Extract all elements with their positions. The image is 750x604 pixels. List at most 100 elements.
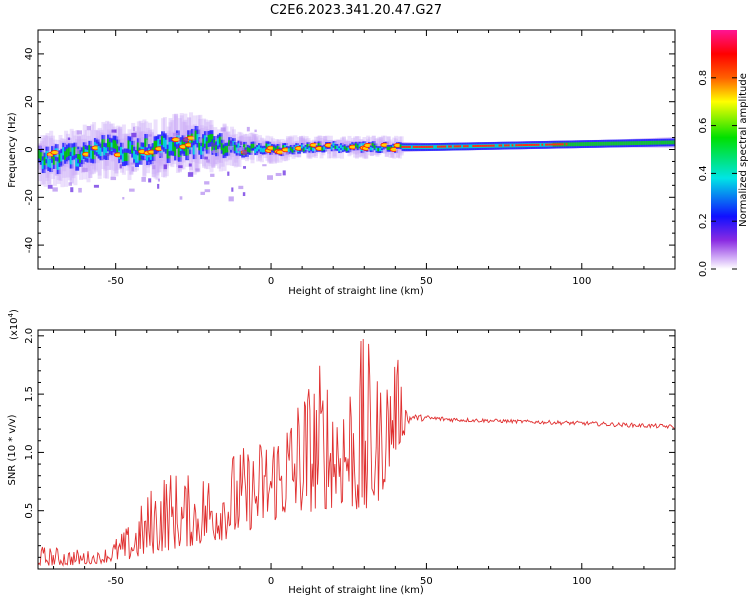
spectral-cell	[45, 133, 50, 160]
spectral-cell	[189, 146, 194, 176]
spectral-cell	[323, 135, 328, 147]
spectral-cell	[97, 149, 102, 176]
spectral-cell	[155, 144, 160, 174]
spectral-cell	[202, 139, 207, 167]
spectral-cell	[69, 156, 74, 165]
x-tick-label: 100	[572, 576, 591, 587]
noise-dot	[210, 173, 215, 177]
snr-plot-area	[38, 338, 675, 567]
x-tick-label: 0	[268, 576, 274, 587]
spectral-cell	[99, 147, 104, 157]
spectral-cell	[306, 148, 311, 159]
spectrogram-image	[38, 112, 675, 202]
spectral-cell	[297, 137, 302, 148]
spectral-cell	[354, 136, 359, 147]
spectral-cell	[88, 151, 93, 179]
spectral-cell	[177, 118, 182, 148]
spectral-cell	[267, 148, 272, 163]
spectral-cell	[198, 118, 203, 147]
spectral-cell	[256, 148, 261, 162]
spectral-cell	[319, 138, 324, 149]
spectral-cell	[138, 120, 143, 148]
spectral-cell	[162, 117, 167, 146]
noise-dot	[75, 149, 80, 155]
noise-dot	[239, 141, 243, 146]
spectral-cell	[196, 115, 201, 144]
spectral-cell	[269, 136, 274, 150]
noise-dot	[105, 153, 110, 157]
noise-dot	[68, 182, 73, 186]
spectral-cell	[207, 138, 212, 165]
spectral-cell	[386, 136, 391, 148]
spectral-cell	[235, 149, 240, 167]
spectral-cell	[397, 148, 402, 159]
noise-dot	[204, 156, 208, 160]
noise-dot	[132, 126, 135, 131]
spectral-cell	[155, 147, 160, 176]
y-tick-label: 0	[24, 146, 35, 152]
spectral-cell	[265, 147, 270, 161]
y-tick-label: 1.0	[24, 444, 35, 460]
spectral-cell	[118, 126, 123, 153]
spectrogram-x-label: Height of straight line (km)	[288, 286, 424, 297]
noise-dot	[200, 191, 205, 195]
spectral-cell	[194, 141, 199, 171]
spectral-cell	[73, 158, 78, 186]
spectral-cell	[332, 148, 337, 159]
noise-dot	[227, 145, 234, 150]
spectral-cell	[246, 137, 251, 152]
spectral-cell	[82, 153, 87, 180]
spectral-cell	[381, 135, 386, 147]
spectral-cell	[237, 150, 242, 167]
spectral-cell	[71, 149, 76, 176]
spectral-cell	[43, 160, 48, 187]
spectral-cell	[366, 135, 371, 147]
noise-dot	[285, 152, 290, 156]
snr-y-label: SNR (10 * v/v)	[7, 414, 18, 485]
spectral-cell	[388, 147, 393, 158]
noise-dot	[178, 165, 183, 169]
noise-dot	[282, 170, 286, 176]
spectral-cell	[243, 133, 248, 150]
spectral-cell	[209, 134, 214, 143]
spectral-cell	[93, 146, 98, 173]
spectral-cell	[289, 137, 294, 149]
spectral-cell	[38, 154, 42, 182]
spectral-cell	[282, 148, 287, 162]
spectral-cell	[353, 147, 358, 158]
spectral-cell	[196, 144, 201, 173]
spectral-cell	[313, 147, 318, 159]
spectral-cell	[254, 137, 259, 151]
y-tick-label: 40	[24, 48, 35, 61]
spectral-cell	[222, 123, 227, 145]
y-tick-label: 20	[24, 95, 35, 108]
spectral-cell	[189, 141, 194, 171]
noise-dot	[195, 168, 200, 172]
spectral-cell	[259, 137, 264, 151]
spectral-cell	[394, 135, 399, 147]
spectral-cell	[287, 136, 292, 149]
spectral-cell	[105, 152, 110, 179]
spectral-cell	[274, 148, 279, 162]
spectral-cell	[162, 148, 167, 178]
spectral-cell	[108, 143, 113, 170]
spectral-cell	[97, 127, 102, 155]
spectral-cell	[125, 152, 130, 162]
noise-dot	[158, 152, 161, 157]
noise-dot	[111, 129, 117, 133]
spectral-cell	[371, 135, 376, 147]
spectral-cell	[302, 138, 307, 150]
spectral-cell	[142, 149, 147, 177]
spectral-cell	[147, 130, 152, 158]
spectral-cell	[174, 115, 179, 145]
snr-x-label: Height of straight line (km)	[288, 585, 424, 596]
spectral-cell	[252, 133, 257, 148]
spectrogram-panel: -50 0 50 100 -40 -20 0 20 40 Height of straight …	[7, 29, 676, 297]
spectral-cell	[162, 142, 167, 172]
noise-dot	[52, 187, 58, 192]
spectral-cell	[198, 114, 203, 143]
spectral-cell	[69, 157, 74, 184]
spectral-cell	[375, 138, 380, 149]
spectral-cell	[174, 113, 179, 143]
noise-dot	[227, 171, 230, 176]
